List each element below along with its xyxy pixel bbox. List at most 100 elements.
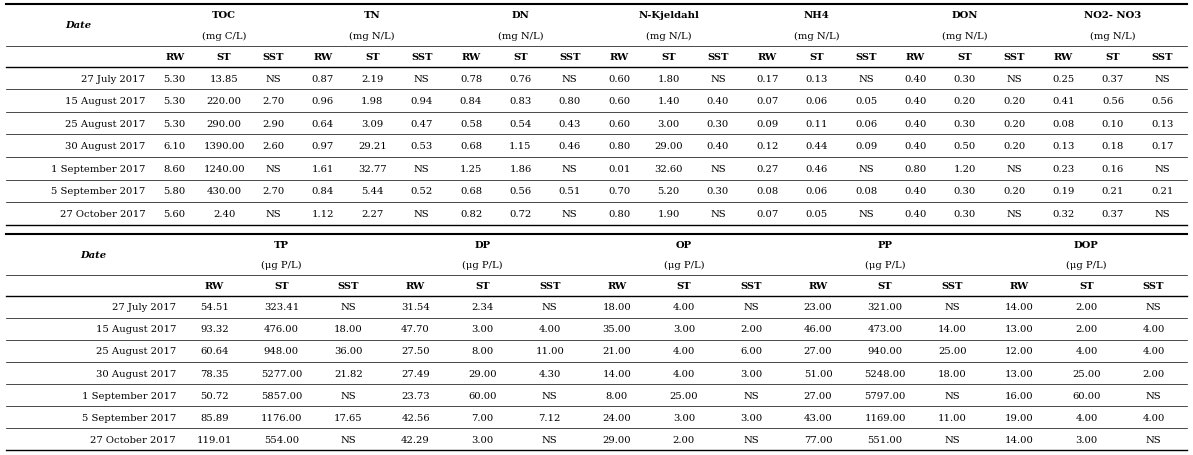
Text: (mg N/L): (mg N/L) [793, 31, 840, 40]
Text: 3.09: 3.09 [361, 119, 383, 128]
Text: NS: NS [562, 74, 577, 83]
Text: 0.47: 0.47 [410, 119, 433, 128]
Text: 0.58: 0.58 [459, 119, 482, 128]
Text: TOC: TOC [212, 10, 236, 20]
Text: 8.60: 8.60 [163, 164, 186, 173]
Text: NH4: NH4 [804, 10, 829, 20]
Text: 0.13: 0.13 [1151, 119, 1174, 128]
Text: 85.89: 85.89 [200, 413, 229, 422]
Text: N-Kjeldahl: N-Kjeldahl [638, 10, 699, 20]
Text: NS: NS [266, 74, 282, 83]
Text: 4.00: 4.00 [1075, 413, 1098, 422]
Text: 0.30: 0.30 [953, 119, 976, 128]
Text: 29.21: 29.21 [358, 142, 387, 151]
Text: NS: NS [266, 164, 282, 173]
Text: RW: RW [165, 53, 185, 61]
Text: OP: OP [676, 240, 692, 249]
Text: NS: NS [1007, 164, 1022, 173]
Text: 60.64: 60.64 [200, 347, 229, 356]
Text: 11.00: 11.00 [536, 347, 564, 356]
Text: 4.00: 4.00 [1143, 347, 1164, 356]
Text: 15 August 2017: 15 August 2017 [95, 325, 177, 334]
Text: 0.94: 0.94 [410, 97, 433, 106]
Text: 0.56: 0.56 [1151, 97, 1174, 106]
Text: 24.00: 24.00 [602, 413, 631, 422]
Text: 1 September 2017: 1 September 2017 [81, 391, 177, 400]
Text: 2.00: 2.00 [740, 325, 762, 334]
Text: 0.30: 0.30 [953, 74, 976, 83]
Text: 47.70: 47.70 [401, 325, 429, 334]
Text: 0.37: 0.37 [1102, 209, 1124, 218]
Text: NS: NS [542, 435, 557, 444]
Text: NS: NS [542, 391, 557, 400]
Text: 21.00: 21.00 [602, 347, 631, 356]
Text: 1 September 2017: 1 September 2017 [51, 164, 146, 173]
Text: 2.70: 2.70 [262, 97, 285, 106]
Text: (mg N/L): (mg N/L) [1090, 31, 1136, 40]
Text: 0.17: 0.17 [1151, 142, 1174, 151]
Text: 6.00: 6.00 [740, 347, 762, 356]
Text: 14.00: 14.00 [1005, 303, 1034, 312]
Text: 0.40: 0.40 [904, 119, 927, 128]
Text: ST: ST [475, 281, 490, 290]
Text: 11.00: 11.00 [938, 413, 966, 422]
Text: DN: DN [512, 10, 530, 20]
Text: 13.00: 13.00 [1005, 325, 1033, 334]
Text: 0.13: 0.13 [805, 74, 828, 83]
Text: 0.10: 0.10 [1102, 119, 1124, 128]
Text: 0.06: 0.06 [805, 187, 828, 196]
Text: ST: ST [1106, 53, 1120, 61]
Text: 0.40: 0.40 [904, 74, 927, 83]
Text: NS: NS [858, 209, 874, 218]
Text: 2.19: 2.19 [361, 74, 383, 83]
Text: 25.00: 25.00 [938, 347, 966, 356]
Text: 4.00: 4.00 [1143, 413, 1164, 422]
Text: 0.83: 0.83 [509, 97, 532, 106]
Text: 3.00: 3.00 [1075, 435, 1098, 444]
Text: NS: NS [858, 74, 874, 83]
Text: 4.00: 4.00 [538, 325, 561, 334]
Text: NS: NS [743, 303, 759, 312]
Text: 0.13: 0.13 [1052, 142, 1075, 151]
Text: NS: NS [341, 303, 357, 312]
Text: 0.06: 0.06 [805, 97, 828, 106]
Text: 0.12: 0.12 [756, 142, 779, 151]
Text: 0.09: 0.09 [756, 119, 778, 128]
Text: NS: NS [1145, 435, 1161, 444]
Text: NS: NS [414, 74, 429, 83]
Text: 3.00: 3.00 [471, 325, 494, 334]
Text: 4.00: 4.00 [1143, 325, 1164, 334]
Text: 0.64: 0.64 [311, 119, 334, 128]
Text: 2.00: 2.00 [1075, 325, 1098, 334]
Text: 0.40: 0.40 [904, 187, 927, 196]
Text: 0.54: 0.54 [509, 119, 532, 128]
Text: 0.32: 0.32 [1052, 209, 1075, 218]
Text: 0.84: 0.84 [311, 187, 334, 196]
Text: RW: RW [1009, 281, 1028, 290]
Text: Date: Date [64, 21, 91, 30]
Text: SST: SST [560, 53, 581, 61]
Text: 1.61: 1.61 [311, 164, 334, 173]
Text: 32.60: 32.60 [654, 164, 682, 173]
Text: 5 September 2017: 5 September 2017 [82, 413, 177, 422]
Text: 948.00: 948.00 [264, 347, 299, 356]
Text: 1.20: 1.20 [953, 164, 976, 173]
Text: 0.30: 0.30 [953, 209, 976, 218]
Text: ST: ST [809, 53, 824, 61]
Text: NS: NS [710, 164, 725, 173]
Text: ST: ST [513, 53, 527, 61]
Text: 51.00: 51.00 [804, 369, 833, 378]
Text: 14.00: 14.00 [938, 325, 966, 334]
Text: 36.00: 36.00 [334, 347, 363, 356]
Text: 60.00: 60.00 [469, 391, 497, 400]
Text: 2.70: 2.70 [262, 187, 285, 196]
Text: 3.00: 3.00 [657, 119, 680, 128]
Text: NS: NS [414, 209, 429, 218]
Text: 5.30: 5.30 [163, 74, 186, 83]
Text: 42.56: 42.56 [401, 413, 429, 422]
Text: NS: NS [945, 391, 960, 400]
Text: DON: DON [952, 10, 978, 20]
Text: 0.76: 0.76 [509, 74, 531, 83]
Text: TN: TN [364, 10, 381, 20]
Text: 27 July 2017: 27 July 2017 [112, 303, 177, 312]
